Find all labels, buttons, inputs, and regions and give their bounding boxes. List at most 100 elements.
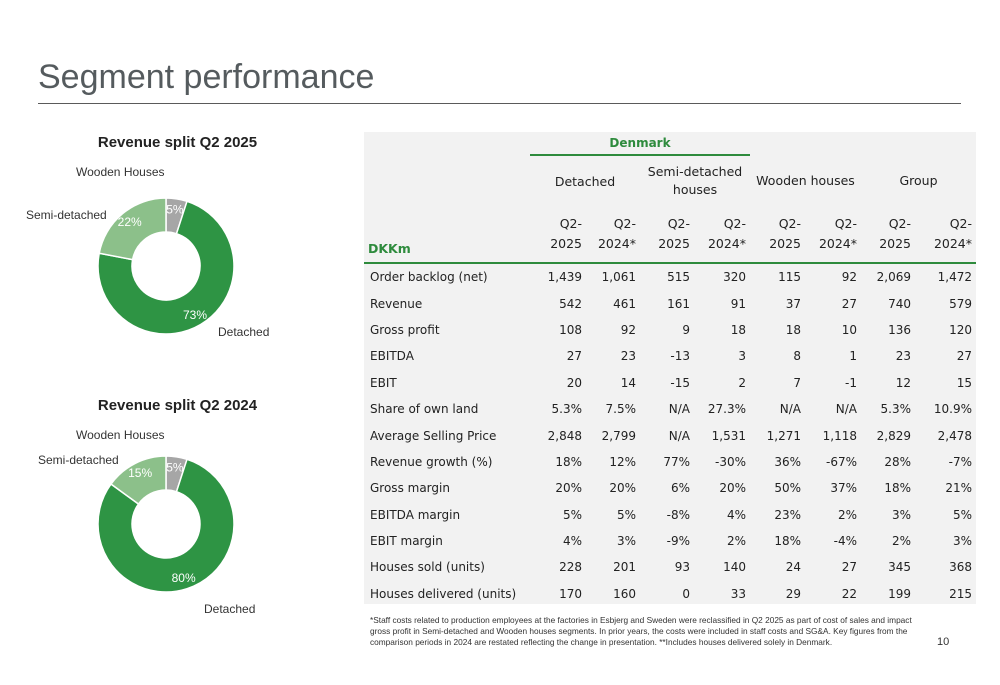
table-row: Average Selling Price 2,848 2,799 N/A 1,531 1… [364,422,976,448]
table-cell: 201 [613,560,636,575]
table-cell: 228 [559,560,582,575]
table-cell: 18 [730,322,746,337]
table-cell: 740 [888,296,911,311]
table-cell: 23 [620,349,636,364]
slice-value-label: 22% [118,215,142,229]
row-label: EBIT margin [370,534,443,549]
table-cell: 18% [555,454,582,469]
table-cell: 2,478 [937,428,972,443]
table-cell: 5.3% [880,402,912,417]
table-cell: 1,439 [547,270,582,285]
table-cell: 345 [888,560,911,575]
group-header-semi-detached: Semi-detached houses [647,164,743,197]
row-label: EBITDA [370,349,414,364]
legend-wooden-houses: Wooden Houses [76,165,165,179]
table-cell: 1,118 [822,428,857,443]
table-cell: 1,061 [601,270,636,285]
donut-slice-semi-detached [109,455,167,506]
donut-slice-detached [97,200,235,335]
table-cell: 37 [785,296,801,311]
row-label: Revenue growth (%) [370,454,493,469]
table-cell: 320 [723,270,746,285]
donut-chart-2025: Revenue split Q2 2025 5% 73% 22% Wooden Ho… [20,132,335,362]
table-cell: 3% [952,534,972,549]
table-row: EBIT margin 4% 3% -9% 2% 18% -4% 2% 3% [364,528,976,554]
table-cell: 37% [830,481,857,496]
period-header: Q2- 2025 [879,216,911,251]
row-label: EBITDA margin [370,507,461,522]
row-label: Order backlog (net) [370,270,488,285]
table-cell: 15 [956,375,972,390]
title-divider [38,103,961,104]
table-cell: 12% [609,454,636,469]
table-cell: 461 [613,296,636,311]
table-cell: 33 [730,586,746,601]
table-row: Gross profit 108 92 9 18 18 10 136 120 [364,317,976,343]
table-cell: 161 [667,296,690,311]
donut-svg: 5% 73% 22% [97,197,235,335]
table-cell: 20% [555,481,582,496]
table-cell: 10 [841,322,857,337]
table-cell: 3 [738,349,746,364]
table-cell: 120 [949,322,972,337]
table-cell: 10.9% [933,402,972,417]
table-cell: 108 [559,322,582,337]
table-cell: 29 [785,586,801,601]
table-cell: 1,531 [711,428,746,443]
chart-title: Revenue split Q2 2024 [97,397,258,414]
slice-value-label: 5% [166,203,184,217]
table-cell: -9% [666,534,690,549]
slice-value-label: 80% [172,571,196,585]
table-cell: 7.5% [605,402,637,417]
period-header: Q2- 2025 [550,216,582,251]
table-cell: 91 [730,296,746,311]
table-row: EBIT 20 14 -15 2 7 -1 12 15 [364,370,976,396]
period-header: Q2- 2024* [933,216,972,251]
slice-value-label: 5% [166,461,184,475]
table-cell: 6% [670,481,690,496]
table-cell: 2,848 [547,428,582,443]
row-label: Gross profit [370,322,440,337]
table-cell: 21% [945,481,972,496]
table-cell: 2% [837,507,857,522]
table-cell: -1 [845,375,857,390]
table-cell: -4% [833,534,857,549]
legend-wooden-houses: Wooden Houses [76,428,165,442]
table-cell: 2,799 [601,428,636,443]
donut-chart-2024: Revenue split Q2 2024 5% 80% 15% Wooden Ho… [20,393,335,623]
table-cell: 92 [841,270,857,285]
table-cell: N/A [835,402,857,417]
table-cell: 27 [566,349,582,364]
table-row: EBITDA margin 5% 5% -8% 4% 23% 2% 3% 5% [364,502,976,528]
table-cell: 2% [726,534,746,549]
table-cell: 27 [956,349,972,364]
segment-kpi-table: Denmark Detached Semi-detached houses Wo… [364,132,976,607]
row-label: Average Selling Price [370,428,497,443]
table-cell: 0 [682,586,690,601]
legend-semi-detached: Semi-detached [26,208,107,222]
table-cell: 36% [774,454,801,469]
table-cell: 27.3% [707,402,746,417]
table-cell: -7% [948,454,972,469]
table-cell: 515 [667,270,690,285]
table-cell: 23% [774,507,801,522]
table-row: EBITDA 27 23 -13 3 8 1 23 27 [364,343,976,369]
table-cell: 12 [895,375,911,390]
period-header: Q2- 2025 [769,216,801,251]
table-cell: 2,069 [876,270,911,285]
table-cell: 9 [682,322,690,337]
table-cell: 368 [949,560,972,575]
group-header-group: Group [899,173,938,188]
table-cell: 92 [620,322,636,337]
table-cell: 24 [785,560,801,575]
table-cell: 27 [841,560,857,575]
table-cell: 8 [793,349,801,364]
row-label: Revenue [370,296,423,311]
table-cell: 22 [841,586,857,601]
table-cell: 1 [849,349,857,364]
row-label: Share of own land [370,402,479,417]
table-cell: -13 [670,349,690,364]
table-cell: 5% [952,507,972,522]
table-cell: N/A [668,402,690,417]
page-title: Segment performance [38,58,375,96]
